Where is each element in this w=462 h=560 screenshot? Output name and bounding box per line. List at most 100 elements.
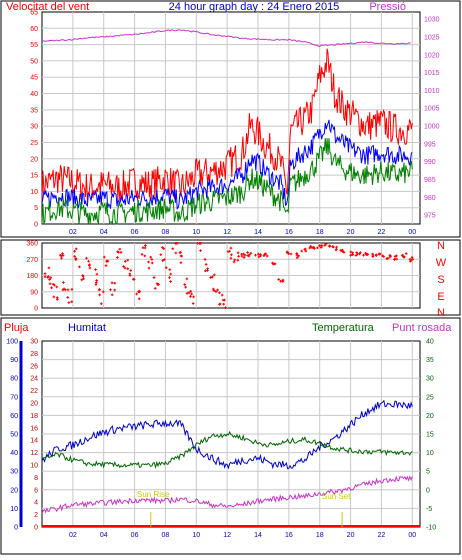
wind-dir-point: [179, 261, 183, 264]
wind-dir-point: [66, 296, 70, 299]
rain-tick-18: 18: [30, 413, 38, 420]
wind-dir-point: [316, 246, 319, 250]
wind-dir-point: [358, 252, 361, 256]
wind-dir-point: [410, 256, 414, 259]
wind-dir-point: [126, 258, 130, 262]
wind-dir-point: [143, 246, 147, 250]
wind-dir-point: [295, 253, 299, 257]
wind-dir-point: [137, 297, 141, 301]
wind-dir-point: [161, 246, 164, 249]
wind-dir-point: [257, 252, 260, 256]
wind-dir-point: [209, 276, 212, 279]
wind-dir-point: [300, 249, 304, 253]
wind-dir-point: [249, 251, 253, 255]
wind-dir-point: [254, 253, 257, 257]
top-ytick-left-50: 50: [30, 58, 38, 65]
rain-tick-2: 2: [34, 512, 38, 519]
wind-min-line: [41, 138, 413, 226]
temp-tick--5: -5: [426, 506, 432, 513]
wind-dir-point: [101, 290, 105, 294]
top-plot-area: [41, 11, 421, 225]
temp-tick-0: 0: [426, 487, 430, 494]
wind-dir-point: [147, 266, 151, 270]
pressure-title: Pressió: [369, 1, 406, 13]
wind-dir-point: [126, 267, 130, 270]
top-ytick-left-10: 10: [30, 189, 38, 196]
wind-dir-point: [246, 251, 249, 254]
dir-label-n-top: N: [437, 240, 445, 252]
top-ytick-left-0: 0: [34, 222, 38, 229]
wind-dir-point: [192, 295, 195, 299]
wind-dir-point: [223, 298, 226, 302]
wind-dir-point: [161, 259, 165, 262]
wind-dir-point: [222, 302, 225, 306]
wind-dir-point: [122, 265, 125, 268]
mid-ytick-270: 270: [26, 257, 38, 264]
wind-dir-point: [310, 246, 314, 249]
series-lines: [41, 29, 420, 527]
wind-dir-point: [304, 249, 308, 253]
wind-dir-point: [143, 254, 147, 258]
temp-tick-10: 10: [426, 450, 434, 457]
wind-dir-point: [85, 256, 88, 260]
rain-tick-16: 16: [30, 425, 38, 432]
top-xtick-12: 12: [223, 229, 231, 236]
wind-dir-point: [70, 300, 74, 304]
wind-dir-point: [354, 254, 358, 257]
temp-tick-25: 25: [426, 394, 434, 401]
top-ytick-left-45: 45: [30, 75, 38, 82]
wind-dir-point: [233, 258, 236, 262]
wind-dir-point: [117, 250, 120, 254]
wind-dir-point: [87, 259, 90, 263]
wind-dir-point: [168, 276, 171, 279]
top-xtick-00: 00: [408, 229, 416, 236]
wind-dir-point: [349, 250, 353, 254]
top-xtick-16: 16: [285, 229, 293, 236]
wind-dir-point: [48, 278, 51, 281]
top-xtick-22: 22: [378, 229, 386, 236]
humidity-tick-100: 100: [6, 339, 18, 346]
humidity-title: Humitat: [68, 322, 106, 334]
wind-dir-point: [230, 253, 233, 257]
wind-dir-point: [174, 242, 177, 245]
wind-dir-point: [224, 306, 227, 309]
wind-dir-point: [236, 251, 240, 255]
wind-dir-point: [169, 280, 172, 283]
top-xtick-10: 10: [192, 229, 200, 236]
bottom-xtick-10: 10: [192, 532, 200, 539]
wind-dir-point: [247, 254, 251, 258]
rain-title: Pluja: [4, 322, 29, 334]
wind-dir-point: [149, 255, 152, 259]
wind-dir-point: [153, 287, 157, 290]
humidity-tick-60: 60: [10, 413, 18, 420]
humidity-tick-90: 90: [10, 357, 18, 364]
wind-dir-point: [185, 277, 189, 281]
top-ytick-left-30: 30: [30, 124, 38, 131]
wind-dir-point: [156, 283, 160, 287]
wind-dir-point: [168, 268, 172, 271]
wind-dir-point: [132, 278, 136, 281]
wind-dir-point: [147, 260, 150, 264]
top-ytick-right-990: 990: [424, 159, 436, 166]
wind-dir-point: [259, 254, 262, 258]
rain-tick-8: 8: [34, 475, 38, 482]
top-ytick-left-65: 65: [30, 10, 38, 17]
wind-dir-point: [78, 265, 81, 269]
wind-dir-point: [174, 251, 178, 255]
temp-tick--10: -10: [426, 525, 436, 532]
wind-dir-point: [211, 275, 214, 279]
wind-dir-point: [214, 290, 218, 293]
bottom-xtick-14: 14: [254, 532, 262, 539]
top-xtick-20: 20: [347, 229, 355, 236]
top-ytick-right-1010: 1010: [424, 88, 440, 95]
wind-dir-point: [381, 254, 384, 258]
wind-dir-point: [203, 258, 207, 261]
wind-dir-point: [229, 256, 233, 260]
wind-dir-point: [297, 254, 300, 258]
dir-label-e: E: [437, 291, 444, 303]
wind-dir-point: [82, 277, 85, 281]
wind-dir-point: [242, 252, 245, 256]
top-ytick-left-5: 5: [34, 205, 38, 212]
top-ytick-right-1015: 1015: [424, 70, 440, 77]
